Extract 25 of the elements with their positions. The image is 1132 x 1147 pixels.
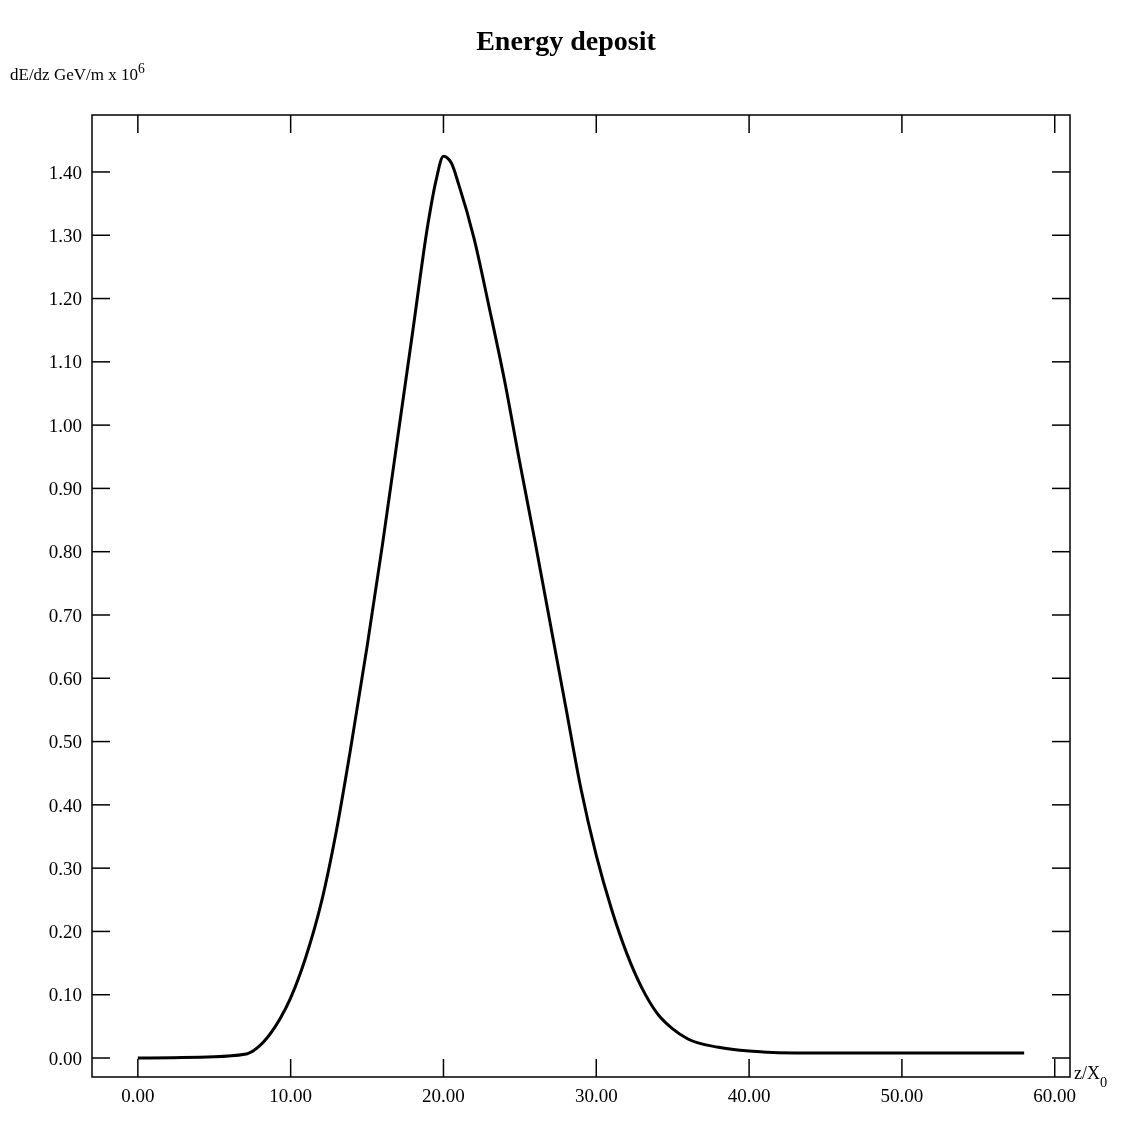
y-axis-title: dE/dz GeV/m x 10$^{6}$ [10,60,145,84]
y-tick-label: 0.70 [48,604,82,626]
x-tick-label: 0.00 [121,1085,155,1106]
y-tick-label: 0.50 [48,731,82,753]
y-tick-label: 1.00 [48,414,82,436]
y-tick-label: 0.90 [48,478,82,500]
x-tick-label: 50.00 [880,1085,924,1106]
chart-title: Energy deposit [476,25,657,56]
y-tick-label: 0.10 [48,984,82,1006]
x-tick-label: 40.00 [727,1085,771,1106]
y-tick-label: 1.40 [48,161,82,183]
x-tick-label: 20.00 [422,1085,465,1106]
y-tick-label: 1.10 [48,351,82,373]
y-tick-label: 0.30 [48,857,82,879]
y-tick-label: 1.20 [48,288,82,310]
y-tick-label: 0.60 [48,667,82,689]
x-tick-label: 10.00 [269,1085,313,1106]
x-axis-title: z/X$_{0}$ [1074,1063,1108,1090]
y-tick-label: 0.40 [48,794,82,816]
x-tick-label: 30.00 [574,1085,618,1106]
y-tick-label: 1.30 [48,224,82,246]
y-tick-label: 0.80 [48,541,82,563]
x-tick-label: 60.00 [1033,1085,1077,1106]
y-tick-label: 0.20 [48,921,82,943]
y-tick-label: 0.00 [48,1047,82,1069]
